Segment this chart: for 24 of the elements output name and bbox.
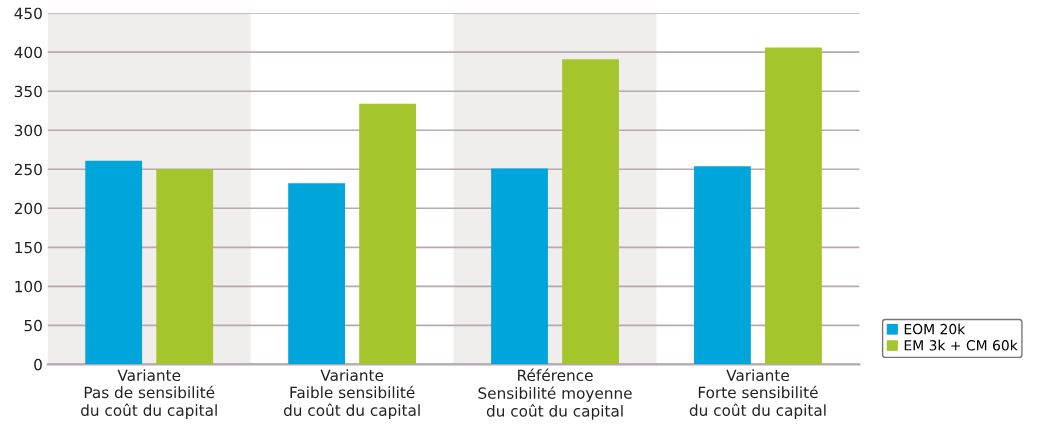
y-tick-label: 100 bbox=[15, 280, 42, 293]
bar bbox=[491, 168, 548, 365]
y-tick-label: 350 bbox=[14, 85, 42, 98]
bar bbox=[562, 59, 619, 365]
x-tick-label: Variante Faible sensibilité du coût du capital bbox=[283, 369, 420, 419]
x-tick-label: Variante Pas de sensibilité du coût du capital bbox=[81, 369, 217, 419]
bar bbox=[694, 166, 751, 365]
bar bbox=[156, 169, 214, 365]
legend-label: EM 3k + CM 60k bbox=[904, 339, 1018, 351]
y-tick-label: 250 bbox=[14, 163, 42, 176]
y-tick-label: 200 bbox=[14, 202, 42, 215]
x-tick-label: Variante Forte sensibilité du coût du capital bbox=[689, 369, 826, 419]
y-tick-label: 300 bbox=[14, 124, 42, 137]
bar bbox=[288, 183, 346, 365]
y-tick-label: 0 bbox=[34, 358, 42, 371]
y-tick-label: 150 bbox=[15, 241, 42, 254]
y-tick-label: 50 bbox=[24, 319, 42, 332]
x-tick-label: Référence Sensibilité moyenne du coût du capital bbox=[478, 368, 632, 420]
y-tick-label: 450 bbox=[14, 7, 42, 20]
bar bbox=[765, 47, 822, 365]
bar bbox=[85, 160, 143, 365]
bar bbox=[359, 103, 417, 365]
legend-label: EOM 20k bbox=[904, 323, 966, 335]
y-tick-label: 400 bbox=[14, 46, 42, 59]
